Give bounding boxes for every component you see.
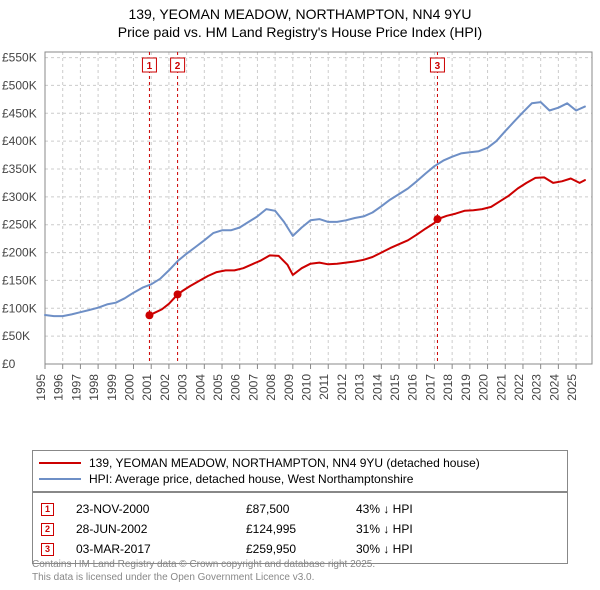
x-tick-label: 2016: [406, 374, 420, 401]
x-tick-label: 2002: [158, 374, 172, 401]
series-marker: [433, 215, 441, 223]
x-tick-label: 2024: [547, 374, 561, 401]
event-row: 1 23-NOV-2000£87,50043% ↓ HPI: [39, 499, 561, 519]
x-tick-label: 2008: [264, 374, 278, 401]
chart-area: £0 £50K £100K £150K £200K £250K £300K £350K £400…: [0, 44, 600, 444]
footer-line1: Contains HM Land Registry data © Crown c…: [32, 558, 375, 571]
y-tick-label: £350K: [2, 162, 37, 176]
event-number-box: 1: [41, 503, 54, 516]
event-delta: 30% ↓ HPI: [356, 543, 413, 555]
event-date: 03-MAR-2017: [76, 543, 246, 555]
x-tick-label: 2007: [246, 374, 260, 401]
event-price: £87,500: [246, 503, 356, 515]
x-tick-label: 1999: [105, 374, 119, 401]
x-tick-label: 2015: [388, 374, 402, 401]
x-tick-label: 2019: [459, 374, 473, 401]
event-marker-number: 3: [435, 61, 441, 72]
event-number-box: 2: [41, 523, 54, 536]
event-date: 28-JUN-2002: [76, 523, 246, 535]
event-delta: 31% ↓ HPI: [356, 523, 413, 535]
x-tick-label: 2011: [317, 374, 331, 400]
x-tick-label: 2006: [229, 374, 243, 401]
legend-label: 139, YEOMAN MEADOW, NORTHAMPTON, NN4 9YU…: [89, 456, 480, 470]
event-row: 3 03-MAR-2017£259,95030% ↓ HPI: [39, 539, 561, 559]
x-tick-label: 2003: [176, 374, 190, 401]
x-tick-label: 2014: [370, 374, 384, 401]
event-marker-number: 1: [147, 61, 153, 72]
x-tick-label: 2001: [140, 374, 154, 401]
x-tick-label: 1996: [52, 374, 66, 401]
x-tick-label: 2000: [123, 374, 137, 401]
title-block: 139, YEOMAN MEADOW, NORTHAMPTON, NN4 9YU…: [0, 0, 600, 41]
x-tick-label: 1995: [34, 374, 48, 401]
x-tick-label: 2022: [512, 374, 526, 401]
x-tick-label: 2004: [193, 374, 207, 401]
legend-label: HPI: Average price, detached house, West…: [89, 472, 413, 486]
x-tick-label: 2025: [565, 374, 579, 401]
y-tick-label: £450K: [2, 106, 37, 120]
x-tick-label: 2018: [441, 374, 455, 401]
y-tick-label: £400K: [2, 134, 37, 148]
x-tick-label: 2009: [282, 374, 296, 401]
x-tick-label: 2005: [211, 374, 225, 401]
x-tick-label: 2013: [353, 374, 367, 401]
legend-swatch: [39, 478, 81, 480]
events-table: 1 23-NOV-2000£87,50043% ↓ HPI 2 28-JUN-2002…: [32, 492, 568, 564]
figure-root: 139, YEOMAN MEADOW, NORTHAMPTON, NN4 9YU…: [0, 0, 600, 590]
series-marker: [174, 290, 182, 298]
event-marker-number: 2: [175, 61, 181, 72]
event-number-box: 3: [41, 543, 54, 556]
footer-line2: This data is licensed under the Open Gov…: [32, 571, 375, 584]
title-line2: Price paid vs. HM Land Registry's House …: [0, 24, 600, 42]
y-tick-label: £200K: [2, 246, 37, 260]
x-tick-label: 1998: [87, 374, 101, 401]
event-price: £124,995: [246, 523, 356, 535]
title-line1: 139, YEOMAN MEADOW, NORTHAMPTON, NN4 9YU: [0, 6, 600, 24]
y-tick-label: £500K: [2, 78, 37, 92]
x-tick-label: 2017: [423, 374, 437, 401]
event-row: 2 28-JUN-2002£124,99531% ↓ HPI: [39, 519, 561, 539]
event-delta: 43% ↓ HPI: [356, 503, 413, 515]
x-tick-label: 1997: [69, 374, 83, 401]
legend-swatch: [39, 462, 81, 464]
plot-border: [45, 52, 592, 364]
event-date: 23-NOV-2000: [76, 503, 246, 515]
series-marker: [145, 311, 153, 319]
y-tick-label: £0: [2, 357, 16, 371]
y-tick-label: £550K: [2, 51, 37, 65]
legend: 139, YEOMAN MEADOW, NORTHAMPTON, NN4 9YU…: [32, 450, 568, 492]
legend-row: HPI: Average price, detached house, West…: [39, 471, 561, 487]
x-tick-label: 2021: [494, 374, 508, 401]
y-tick-label: £50K: [2, 329, 30, 343]
legend-row: 139, YEOMAN MEADOW, NORTHAMPTON, NN4 9YU…: [39, 455, 561, 471]
x-tick-label: 2023: [530, 374, 544, 401]
y-tick-label: £300K: [2, 190, 37, 204]
chart-svg: £0 £50K £100K £150K £200K £250K £300K £350K £400…: [0, 44, 600, 444]
y-tick-label: £100K: [2, 301, 37, 315]
x-tick-label: 2012: [335, 374, 349, 401]
x-tick-label: 2020: [477, 374, 491, 401]
y-tick-label: £150K: [2, 273, 37, 287]
footer: Contains HM Land Registry data © Crown c…: [32, 558, 375, 584]
x-tick-label: 2010: [300, 374, 314, 401]
y-tick-label: £250K: [2, 218, 37, 232]
event-price: £259,950: [246, 543, 356, 555]
